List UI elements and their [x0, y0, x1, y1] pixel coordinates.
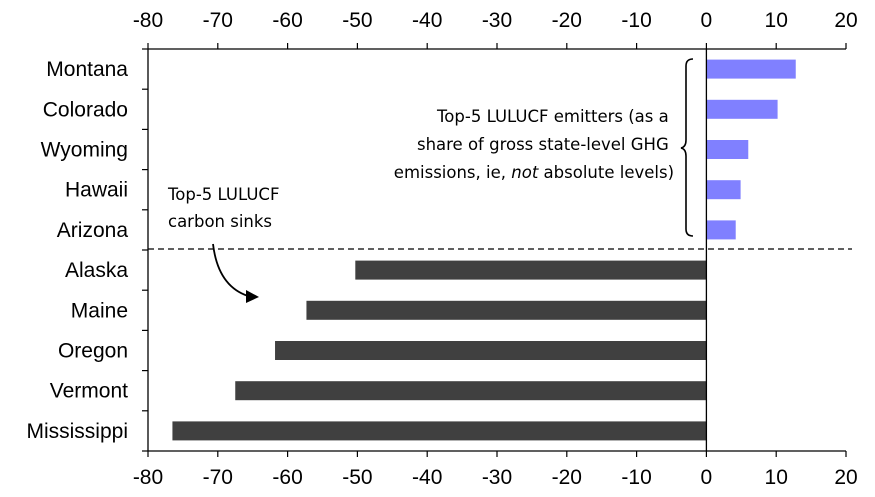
bottom-axis-ticks: -80 -70 -60 -50 -40 -30 -20 -10 0 10 20: [133, 451, 858, 489]
category-label-maine: Maine: [71, 299, 128, 322]
category-label-mississippi: Mississippi: [26, 420, 128, 443]
bottom-tick-label: 0: [701, 466, 713, 489]
emitters-annotation-line-3a: emissions, ie,: [394, 163, 506, 182]
top-tick-label: -10: [621, 9, 651, 32]
top-axis-ticks: -80 -70 -60 -50 -40 -30 -20 -10 0 10 20: [133, 9, 858, 49]
bar-vermont: [235, 381, 707, 401]
bottom-tick-label: -70: [203, 466, 233, 489]
emitters-annotation-line-2: share of gross state-level GHG: [417, 135, 669, 154]
bar-maine: [306, 300, 707, 320]
category-label-colorado: Colorado: [43, 98, 128, 121]
bar-mississippi: [172, 421, 707, 441]
bottom-tick-label: -20: [552, 466, 582, 489]
bar-arizona: [706, 220, 736, 240]
top-tick-label: -50: [342, 9, 372, 32]
top-tick-label: -80: [133, 9, 163, 32]
category-label-wyoming: Wyoming: [41, 139, 128, 162]
bottom-tick-label: -30: [482, 466, 512, 489]
category-label-arizona: Arizona: [57, 219, 129, 242]
bottom-tick-label: 10: [765, 466, 788, 489]
top-tick-label: -40: [412, 9, 442, 32]
category-labels: Montana Colorado Wyoming Hawaii Arizona Alask…: [26, 58, 128, 443]
top-tick-label: -30: [482, 9, 512, 32]
top-tick-label: -60: [272, 9, 302, 32]
bars-group: [172, 59, 796, 441]
sinks-annotation-line-2: carbon sinks: [168, 212, 272, 231]
bar-wyoming: [706, 140, 749, 159]
category-label-hawaii: Hawaii: [65, 179, 128, 202]
bar-colorado: [706, 99, 778, 119]
bar-oregon: [275, 341, 707, 360]
bottom-tick-label: -10: [621, 466, 651, 489]
bottom-tick-label: -80: [133, 466, 163, 489]
top-tick-label: 20: [834, 9, 857, 32]
bottom-tick-label: -60: [272, 466, 302, 489]
sinks-annotation-line-1: Top-5 LULUCF: [167, 185, 279, 204]
emitters-annotation-emphasis: not: [511, 163, 539, 182]
emitters-annotation: Top-5 LULUCF emitters (as a share of gro…: [394, 107, 674, 182]
bar-montana: [706, 59, 796, 79]
emitters-annotation-line-1: Top-5 LULUCF emitters (as a: [436, 107, 669, 126]
top-tick-label: -20: [552, 9, 582, 32]
bar-hawaii: [706, 180, 741, 200]
bar-alaska: [355, 260, 707, 280]
category-label-alaska: Alaska: [65, 259, 128, 282]
emitters-bracket: [680, 58, 694, 237]
top-tick-label: 10: [765, 9, 788, 32]
sinks-arrowhead: [246, 290, 259, 303]
sinks-annotation: Top-5 LULUCF carbon sinks: [167, 185, 285, 231]
top-tick-label: -70: [203, 9, 233, 32]
sinks-arrow: [212, 243, 249, 297]
emitters-annotation-line-3: emissions, ie, not absolute levels): [394, 163, 674, 182]
bottom-tick-label: 20: [834, 466, 857, 489]
bottom-tick-label: -40: [412, 466, 442, 489]
category-label-vermont: Vermont: [50, 380, 128, 403]
category-label-montana: Montana: [46, 58, 128, 81]
category-label-oregon: Oregon: [58, 340, 128, 363]
bottom-tick-label: -50: [342, 466, 372, 489]
emitters-annotation-line-3b: absolute levels): [544, 163, 674, 182]
top-tick-label: 0: [701, 9, 713, 32]
